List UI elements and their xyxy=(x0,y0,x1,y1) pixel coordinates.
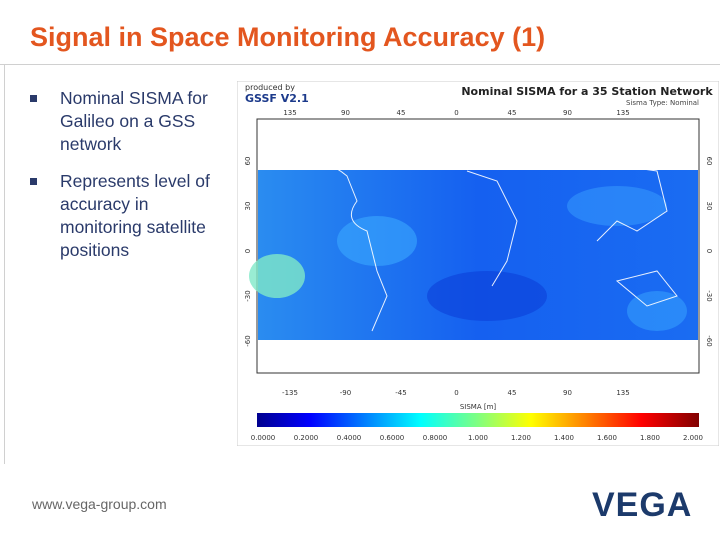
lon-tick-label: -45 xyxy=(395,389,406,397)
colorbar-tick-label: 1.200 xyxy=(511,434,531,442)
lon-tick-label: 45 xyxy=(508,389,517,397)
colorbar xyxy=(257,413,699,427)
colorbar-tick-label: 1.000 xyxy=(468,434,488,442)
software: GSSF V2.1 xyxy=(245,92,309,105)
lat-tick-label: 60 xyxy=(705,157,713,166)
lon-tick-label: 0 xyxy=(454,389,458,397)
bullet: Represents level of accuracy in monitori… xyxy=(30,170,230,270)
figure-title: Nominal SISMA for a 35 Station Network xyxy=(461,85,713,98)
colorbar-tick-label: 1.400 xyxy=(554,434,574,442)
colorbar-tick-label: 0.8000 xyxy=(423,434,448,442)
colorbar-tick-label: 0.0000 xyxy=(251,434,276,442)
bullet-text: Represents level of accuracy in monitori… xyxy=(60,171,210,260)
bullet-text: Nominal SISMA for Galileo on a GSS netwo… xyxy=(60,88,208,154)
lat-tick-label: -30 xyxy=(705,290,713,301)
colorbar-tick-label: 1.800 xyxy=(640,434,660,442)
logo: VEGA xyxy=(592,486,693,524)
colorbar-tick-label: 0.4000 xyxy=(337,434,362,442)
divider xyxy=(4,64,5,464)
colorbar-tick-label: 1.600 xyxy=(597,434,617,442)
lat-tick-label: 0 xyxy=(244,249,252,253)
colorbar-tick-label: 2.000 xyxy=(683,434,703,442)
field-patch xyxy=(567,186,667,226)
slide-title: Signal in Space Monitoring Accuracy (1) xyxy=(30,22,546,52)
footer-url: www.vega-group.com xyxy=(32,496,167,512)
field-patch xyxy=(337,216,417,266)
lat-tick-label: 0 xyxy=(705,249,713,253)
lon-tick-label: 135 xyxy=(283,109,296,117)
lon-tick-label: 90 xyxy=(341,109,350,117)
sisma-figure: produced by GSSF V2.1 Nominal SISMA for … xyxy=(237,81,719,446)
lon-tick-label: 90 xyxy=(563,389,572,397)
lat-tick-label: 30 xyxy=(244,202,252,211)
colorbar-label: SISMA [m] xyxy=(460,403,497,411)
figure-subtitle: Sisma Type: Nominal xyxy=(626,99,699,107)
colorbar-tick-label: 0.6000 xyxy=(380,434,405,442)
field-patch xyxy=(249,254,305,298)
lat-tick-label: -30 xyxy=(244,290,252,301)
lon-tick-label: -135 xyxy=(282,389,298,397)
lon-tick-label: 135 xyxy=(616,109,629,117)
lon-tick-label: 45 xyxy=(508,109,517,117)
coastline xyxy=(276,157,678,332)
bullet: Nominal SISMA for Galileo on a GSS netwo… xyxy=(30,87,230,162)
lon-tick-label: 0 xyxy=(454,109,458,117)
divider xyxy=(0,64,720,65)
colorbar-tick-label: 0.2000 xyxy=(294,434,319,442)
field-patch xyxy=(627,291,687,331)
lon-tick-label: 90 xyxy=(563,109,572,117)
lat-tick-label: 60 xyxy=(244,157,252,166)
lon-tick-label: 45 xyxy=(397,109,406,117)
field-patch xyxy=(427,271,547,321)
producer: produced by xyxy=(245,83,295,92)
lon-tick-label: 135 xyxy=(616,389,629,397)
lat-tick-label: -60 xyxy=(244,335,252,346)
lat-tick-label: -60 xyxy=(705,335,713,346)
lon-tick-label: -90 xyxy=(340,389,351,397)
lat-tick-label: 30 xyxy=(705,202,713,211)
